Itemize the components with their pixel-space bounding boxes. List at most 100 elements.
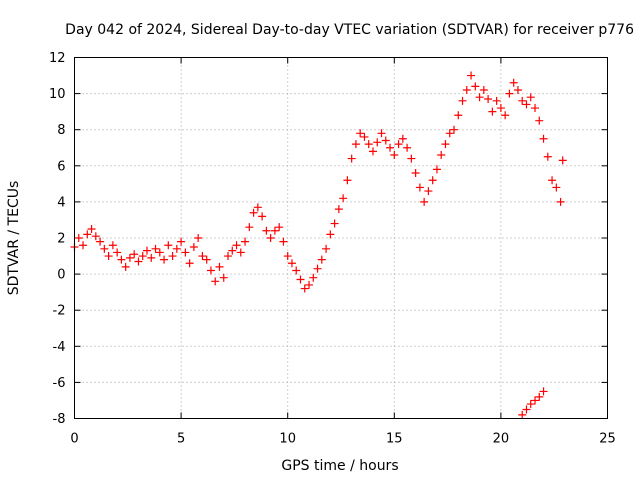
data-point [241,237,250,246]
data-point [232,241,241,250]
data-point [449,125,458,134]
data-point [343,176,352,185]
data-point [300,284,309,293]
data-point [407,154,416,163]
data-point [206,266,215,275]
data-point [531,396,540,405]
data-point [211,277,220,286]
data-point [168,252,177,261]
data-point [492,96,501,105]
data-points [70,71,567,419]
data-point [351,140,360,149]
data-point [177,237,186,246]
data-point [526,93,535,102]
data-point [322,244,331,253]
data-point [356,129,365,138]
data-point [428,176,437,185]
data-point [79,241,88,250]
x-tick-label: 15 [386,432,403,447]
data-point [347,154,356,163]
data-point [317,255,326,264]
x-axis-ticks: 0 5 10 15 20 25 [70,57,616,447]
x-tick-label: 10 [279,432,296,447]
data-point [484,95,493,104]
y-tick-label: 12 [49,51,66,66]
y-axis-ticks: -8 -6 -4 -2 0 2 4 6 8 10 12 [49,51,608,427]
y-tick-label: 8 [57,123,65,138]
data-point [373,138,382,147]
data-point [326,230,335,239]
data-point [411,169,420,178]
data-point [164,241,173,250]
data-point [505,89,514,98]
data-point [539,387,548,396]
data-point [270,226,279,235]
data-point [108,241,117,250]
data-point [74,234,83,242]
data-point [202,255,211,264]
data-point [556,197,565,206]
data-point [138,252,147,261]
data-point [236,248,245,257]
data-point [83,230,92,239]
y-tick-label: -4 [53,340,66,355]
data-point [100,244,109,253]
x-tick-label: 0 [70,432,78,447]
data-point [198,252,207,261]
data-point [292,266,301,275]
y-tick-label: 2 [57,232,65,247]
data-point [360,132,369,141]
data-point [552,183,561,192]
data-point [172,244,181,253]
data-point [266,234,275,242]
data-point [368,147,377,156]
data-point [121,262,130,271]
data-point [458,96,467,105]
data-point [539,134,548,143]
data-point [275,223,284,232]
y-tick-label: -8 [53,412,66,427]
y-axis-label: SDTVAR / TECUs [6,181,22,296]
data-point [518,96,527,105]
data-point [454,111,463,120]
data-point [253,203,262,212]
data-point [522,405,531,414]
data-point [87,224,96,233]
data-point [262,226,271,235]
x-tick-label: 5 [177,432,185,447]
data-point [398,134,407,143]
data-point [479,85,488,94]
data-point [215,262,224,271]
data-point [415,183,424,192]
data-point [283,252,292,261]
data-point [181,248,190,257]
grid [74,57,608,419]
x-tick-label: 20 [493,432,510,447]
data-point [194,234,203,242]
data-point [258,212,267,221]
data-point [432,165,441,174]
data-point [313,264,322,273]
x-tick-label: 25 [599,432,616,447]
data-point [309,273,318,282]
data-point [249,208,258,217]
data-point [394,140,403,149]
plot-frame [74,57,608,419]
data-point [548,176,557,185]
data-point [296,275,305,284]
data-point [531,104,540,113]
data-point [377,129,386,138]
data-point [509,78,518,87]
data-point [386,143,395,152]
data-point [142,246,151,255]
data-point [535,116,544,125]
data-point [117,255,126,264]
data-point [330,219,339,228]
data-point [518,410,527,419]
data-point [475,93,484,102]
y-tick-label: 0 [57,268,65,283]
data-point [471,82,480,91]
data-point [104,252,113,261]
y-tick-label: 4 [57,195,65,210]
